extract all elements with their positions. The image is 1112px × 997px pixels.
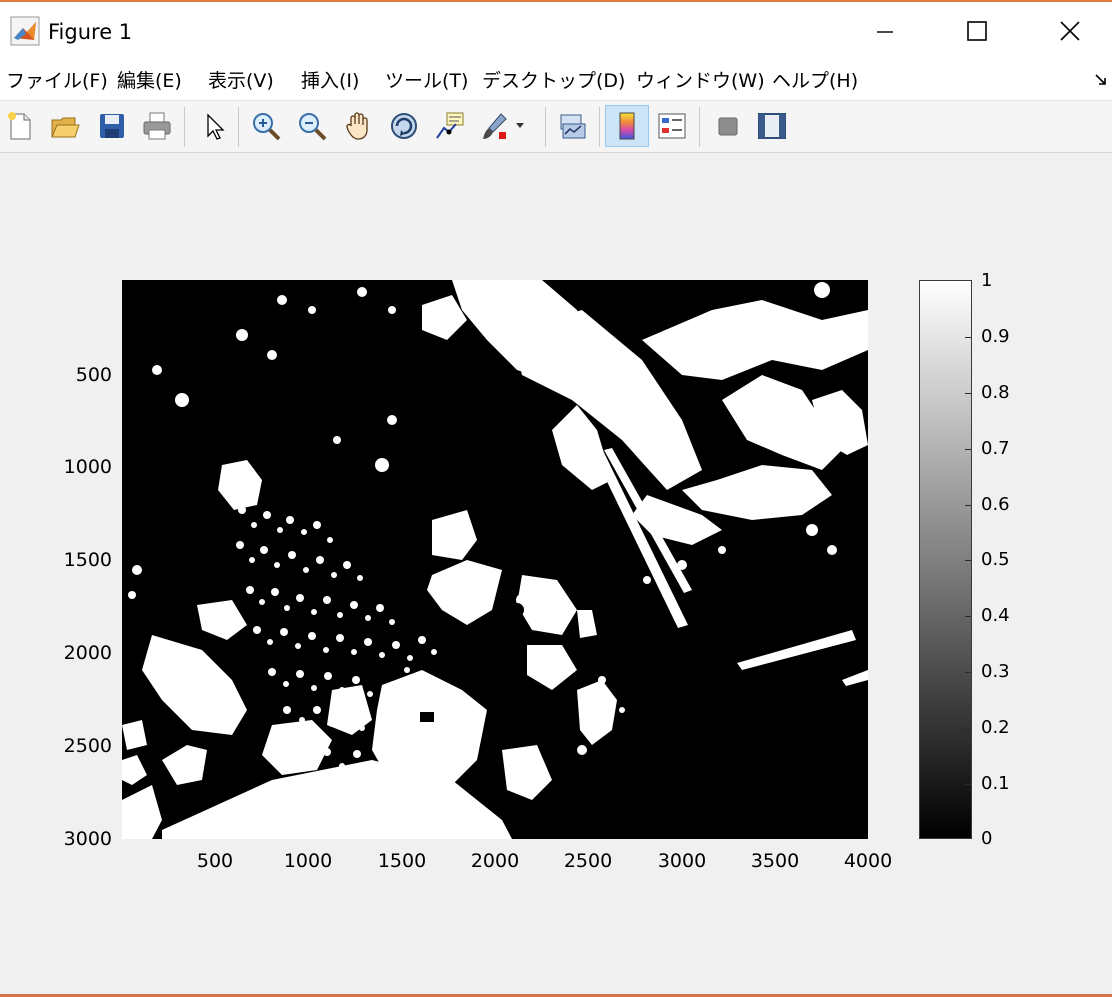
zoom-in-icon bbox=[253, 113, 281, 141]
show-plot-tools-icon bbox=[758, 113, 786, 139]
y-tick-label: 2000 bbox=[63, 642, 112, 664]
toolbar-separator bbox=[545, 107, 546, 147]
menu-file[interactable]: ファイル(F) bbox=[6, 70, 108, 92]
toolbar-separator bbox=[699, 107, 700, 147]
x-tick-label: 3500 bbox=[750, 850, 800, 872]
x-tick-label: 4000 bbox=[843, 850, 893, 872]
print-button[interactable] bbox=[137, 105, 177, 147]
x-tick-label: 2000 bbox=[470, 850, 520, 872]
maximize-icon bbox=[967, 21, 987, 41]
link-plot-icon bbox=[560, 114, 586, 139]
close-icon bbox=[1060, 21, 1080, 41]
menu-window[interactable]: ウィンドウ(W) bbox=[636, 70, 765, 92]
window-border bbox=[0, 0, 1112, 2]
y-tick-label: 500 bbox=[75, 364, 112, 386]
dock-figure-icon[interactable] bbox=[1094, 72, 1108, 91]
minimize-button[interactable] bbox=[862, 8, 908, 54]
insert-legend-icon bbox=[658, 113, 686, 139]
zoom-in-button[interactable] bbox=[246, 105, 286, 147]
colorbar-tick-label: 0.3 bbox=[981, 661, 1010, 682]
x-tick-label: 2500 bbox=[563, 850, 613, 872]
new-figure-button[interactable] bbox=[0, 105, 40, 147]
edit-plot-arrow-icon bbox=[207, 113, 225, 140]
menu-view[interactable]: 表示(V) bbox=[208, 70, 274, 92]
link-plot-button[interactable] bbox=[552, 105, 592, 147]
image-axes[interactable] bbox=[122, 280, 868, 839]
colorbar-tick-mark bbox=[965, 672, 971, 673]
hide-plot-tools-icon bbox=[718, 117, 738, 136]
pan-hand-icon bbox=[346, 112, 368, 140]
zoom-out-icon bbox=[299, 113, 327, 141]
colorbar-tick-mark bbox=[965, 728, 971, 729]
rotate-3d-button[interactable] bbox=[384, 105, 424, 147]
matlab-logo-icon bbox=[10, 16, 40, 46]
edit-plot-button[interactable] bbox=[193, 105, 233, 147]
window-border bbox=[0, 994, 1112, 997]
insert-colorbar-button[interactable] bbox=[605, 105, 649, 147]
colorbar-tick-mark bbox=[965, 337, 971, 338]
toolbar-separator bbox=[599, 107, 600, 147]
colorbar-tick-label: 0 bbox=[981, 828, 993, 849]
colorbar-tick-label: 0.4 bbox=[981, 605, 1010, 626]
close-button[interactable] bbox=[1047, 8, 1093, 54]
menu-tools[interactable]: ツール(T) bbox=[385, 70, 469, 92]
colorbar-tick-mark bbox=[965, 616, 971, 617]
menu-edit[interactable]: 編集(E) bbox=[117, 70, 182, 92]
data-cursor-button[interactable] bbox=[430, 105, 470, 147]
menu-help[interactable]: ヘルプ(H) bbox=[772, 70, 859, 92]
print-icon bbox=[143, 112, 171, 140]
colorbar-tick-label: 0.7 bbox=[981, 438, 1010, 459]
y-tick-label: 2500 bbox=[63, 735, 112, 757]
colorbar-tick-label: 0.8 bbox=[981, 382, 1010, 403]
new-figure-icon bbox=[8, 112, 31, 140]
x-tick-label: 500 bbox=[196, 850, 234, 872]
title-bar[interactable]: Figure 1 bbox=[0, 2, 1112, 62]
save-button[interactable] bbox=[92, 105, 132, 147]
zoom-out-button[interactable] bbox=[292, 105, 332, 147]
open-file-button[interactable] bbox=[45, 105, 85, 147]
x-tick-label: 1500 bbox=[377, 850, 427, 872]
minimize-icon bbox=[877, 31, 893, 33]
colorbar-tick-mark bbox=[965, 393, 971, 394]
rotate-3d-icon bbox=[391, 113, 417, 139]
colorbar-tick-mark bbox=[965, 784, 971, 785]
pan-button[interactable] bbox=[338, 105, 378, 147]
y-tick-label: 1500 bbox=[63, 549, 112, 571]
colorbar-tick-mark bbox=[965, 560, 971, 561]
brush-icon bbox=[483, 113, 524, 139]
x-tick-label: 3000 bbox=[657, 850, 707, 872]
y-tick-label: 1000 bbox=[63, 456, 112, 478]
colorbar-tick-label: 1 bbox=[981, 270, 993, 291]
colorbar-tick-label: 0.2 bbox=[981, 717, 1010, 738]
colorbar-tick-mark bbox=[965, 505, 971, 506]
save-icon bbox=[100, 114, 124, 138]
toolbar-separator bbox=[184, 107, 185, 147]
show-plot-tools-button[interactable] bbox=[752, 105, 792, 147]
colorbar-tick-mark bbox=[965, 449, 971, 450]
window-title: Figure 1 bbox=[48, 20, 133, 44]
data-cursor-icon bbox=[436, 112, 464, 139]
menu-desktop[interactable]: デスクトップ(D) bbox=[482, 70, 626, 92]
brush-button[interactable] bbox=[478, 105, 528, 147]
figure-toolbar bbox=[0, 101, 1112, 153]
open-file-icon bbox=[51, 117, 80, 138]
hide-plot-tools-button[interactable] bbox=[708, 105, 748, 147]
menu-bar: ファイル(F) 編集(E) 表示(V) 挿入(I) ツール(T) デスクトップ(… bbox=[0, 62, 1112, 101]
insert-colorbar-icon bbox=[619, 112, 635, 140]
colorbar[interactable] bbox=[919, 280, 972, 839]
colorbar-tick-label: 0.1 bbox=[981, 773, 1010, 794]
colorbar-tick-label: 0.9 bbox=[981, 326, 1010, 347]
menu-insert[interactable]: 挿入(I) bbox=[301, 70, 360, 92]
colorbar-tick-label: 0.5 bbox=[981, 549, 1010, 570]
binary-image bbox=[122, 280, 868, 839]
colorbar-tick-label: 0.6 bbox=[981, 494, 1010, 515]
y-tick-label: 3000 bbox=[63, 828, 112, 850]
x-tick-label: 1000 bbox=[283, 850, 333, 872]
toolbar-separator bbox=[238, 107, 239, 147]
insert-legend-button[interactable] bbox=[652, 105, 692, 147]
maximize-button[interactable] bbox=[954, 8, 1000, 54]
